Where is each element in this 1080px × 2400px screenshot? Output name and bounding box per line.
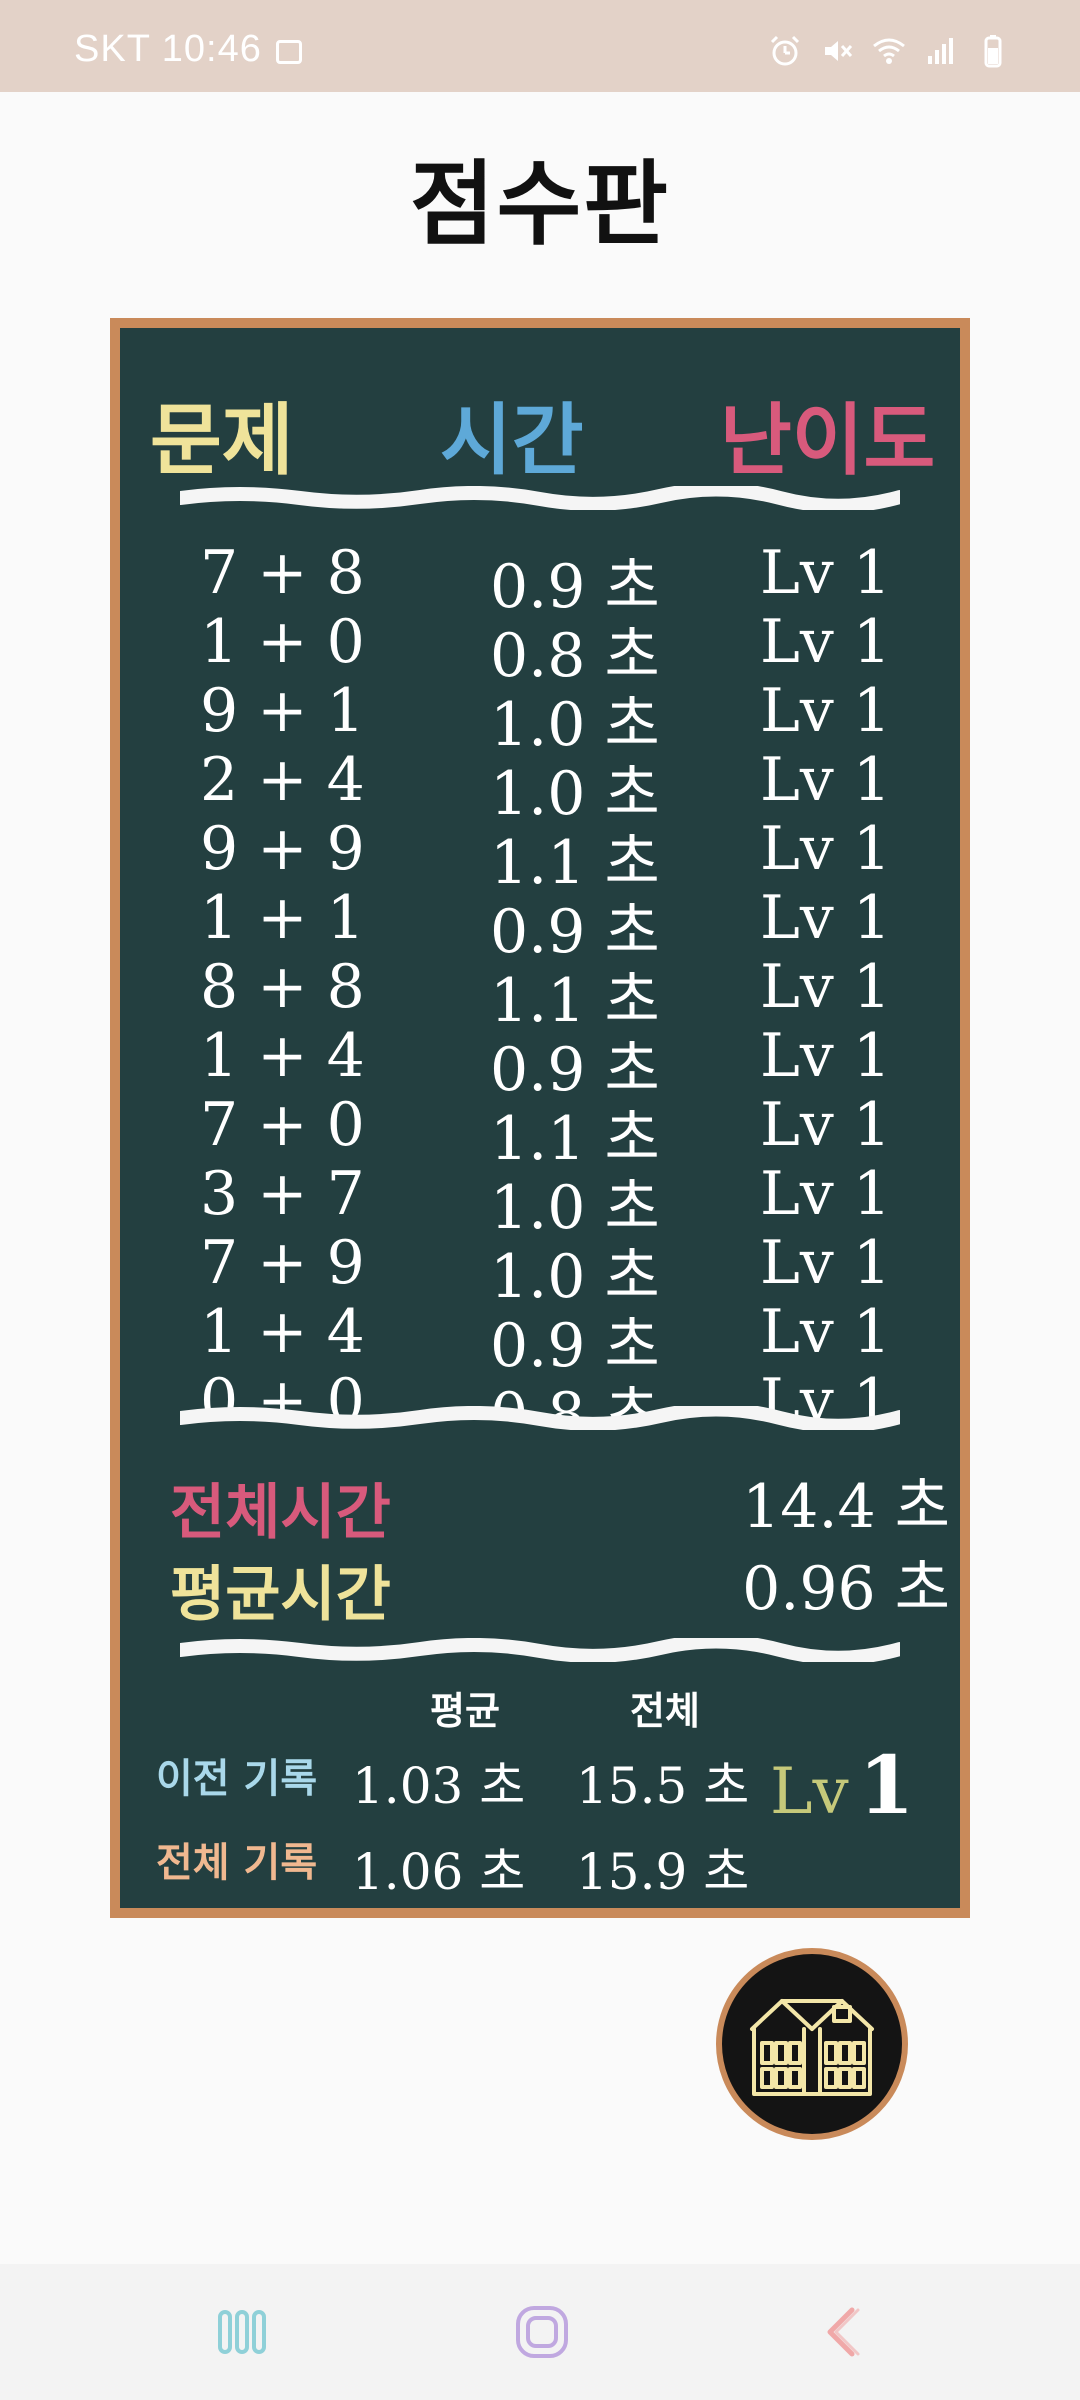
all-time-record-avg: 1.06 초 — [352, 1843, 526, 1901]
home-icon[interactable] — [512, 2302, 572, 2362]
score-row: 3 + 7 1.0 초 Lv 1 — [120, 1159, 960, 1243]
row-time: 0.9 초 — [490, 897, 660, 967]
chalk-divider — [180, 486, 900, 510]
row-level: Lv 1 — [760, 1159, 891, 1229]
mute-icon — [825, 41, 853, 61]
status-icons — [768, 34, 1010, 68]
row-level: Lv 1 — [760, 1297, 891, 1367]
row-level: Lv 1 — [760, 1090, 891, 1160]
row-problem: 7 + 9 — [200, 1228, 365, 1298]
score-rows: 7 + 8 0.9 초 Lv 1 1 + 0 0.8 초 Lv 1 9 + 1 1.0 초 Lv… — [120, 538, 960, 1418]
row-problem: 2 + 4 — [200, 745, 365, 815]
row-level: Lv 1 — [760, 607, 891, 677]
row-level: Lv 1 — [760, 883, 891, 953]
row-time: 0.9 초 — [490, 1311, 660, 1381]
back-icon[interactable] — [812, 2302, 872, 2362]
wifi-icon — [873, 38, 905, 64]
total-time-label: 전체시간 — [170, 1478, 391, 1548]
row-problem: 1 + 4 — [200, 1021, 365, 1091]
row-level: Lv 1 — [760, 952, 891, 1022]
score-row: 1 + 4 0.9 초 Lv 1 — [120, 1297, 960, 1381]
row-problem: 7 + 0 — [200, 1090, 365, 1160]
average-time-value: 0.96 초 — [742, 1554, 950, 1624]
recent-apps-icon[interactable] — [212, 2302, 272, 2362]
alarm-icon — [770, 35, 800, 66]
signal-icon — [928, 38, 953, 64]
chalk-divider — [180, 1638, 900, 1662]
level-badge-text: Lv — [770, 1755, 849, 1829]
records-total-header: 전체 — [630, 1689, 700, 1733]
header-time: 시간 — [440, 396, 584, 486]
total-time-value: 14.4 초 — [742, 1472, 950, 1542]
previous-record-avg: 1.03 초 — [352, 1757, 526, 1815]
battery-icon — [984, 35, 1002, 68]
row-time: 1.0 초 — [490, 1173, 660, 1243]
header-level: 난이도 — [720, 396, 936, 486]
row-level: Lv 1 — [760, 1021, 891, 1091]
chalk-divider — [180, 1406, 900, 1430]
row-problem: 7 + 8 — [200, 538, 365, 608]
score-row: 9 + 9 1.1 초 Lv 1 — [120, 814, 960, 898]
row-time: 1.1 초 — [490, 966, 660, 1036]
page-title: 점수판 — [410, 151, 670, 258]
row-time: 1.1 초 — [490, 1104, 660, 1174]
score-row: 7 + 8 0.9 초 Lv 1 — [120, 538, 960, 622]
row-time: 1.0 초 — [490, 1242, 660, 1312]
row-problem: 1 + 4 — [200, 1297, 365, 1367]
level-badge: Lv 1 — [770, 1738, 914, 1832]
row-problem: 9 + 1 — [200, 676, 365, 746]
school-house-icon — [750, 1999, 874, 2096]
score-row: 1 + 4 0.9 초 Lv 1 — [120, 1021, 960, 1105]
gallery-icon — [276, 40, 302, 64]
status-time: SKT 10:46 — [74, 28, 262, 70]
row-time: 0.9 초 — [490, 552, 660, 622]
row-time: 1.0 초 — [490, 759, 660, 829]
row-time: 0.8 초 — [490, 621, 660, 691]
score-row: 1 + 0 0.8 초 Lv 1 — [120, 607, 960, 691]
home-button[interactable] — [716, 1948, 908, 2140]
row-time: 1.0 초 — [490, 690, 660, 760]
records-avg-header: 평균 — [430, 1689, 500, 1733]
score-row: 8 + 8 1.1 초 Lv 1 — [120, 952, 960, 1036]
score-row: 1 + 1 0.9 초 Lv 1 — [120, 883, 960, 967]
all-time-record-label: 전체 기록 — [156, 1840, 318, 1886]
row-time: 1.1 초 — [490, 828, 660, 898]
row-level: Lv 1 — [760, 1366, 891, 1418]
score-row: 7 + 9 1.0 초 Lv 1 — [120, 1228, 960, 1312]
score-row: 2 + 4 1.0 초 Lv 1 — [120, 745, 960, 829]
all-time-record-total: 15.9 초 — [576, 1843, 750, 1901]
score-row: 7 + 0 1.1 초 Lv 1 — [120, 1090, 960, 1174]
row-problem: 1 + 0 — [200, 607, 365, 677]
row-level: Lv 1 — [760, 814, 891, 884]
row-problem: 3 + 7 — [200, 1159, 365, 1229]
average-time-label: 평균시간 — [170, 1560, 391, 1630]
row-level: Lv 1 — [760, 745, 891, 815]
row-time: 0.9 초 — [490, 1035, 660, 1105]
row-level: Lv 1 — [760, 538, 891, 608]
row-level: Lv 1 — [760, 1228, 891, 1298]
row-problem: 9 + 9 — [200, 814, 365, 884]
level-badge-number: 1 — [858, 1738, 915, 1832]
previous-record-label: 이전 기록 — [156, 1756, 318, 1802]
row-level: Lv 1 — [760, 676, 891, 746]
navigation-bar — [0, 2264, 1080, 2400]
header-problem: 문제 — [150, 396, 294, 486]
score-row: 9 + 1 1.0 초 Lv 1 — [120, 676, 960, 760]
row-problem: 1 + 1 — [200, 883, 365, 953]
status-bar: SKT 10:46 — [0, 0, 1080, 92]
row-problem: 8 + 8 — [200, 952, 365, 1022]
previous-record-total: 15.5 초 — [576, 1757, 750, 1815]
